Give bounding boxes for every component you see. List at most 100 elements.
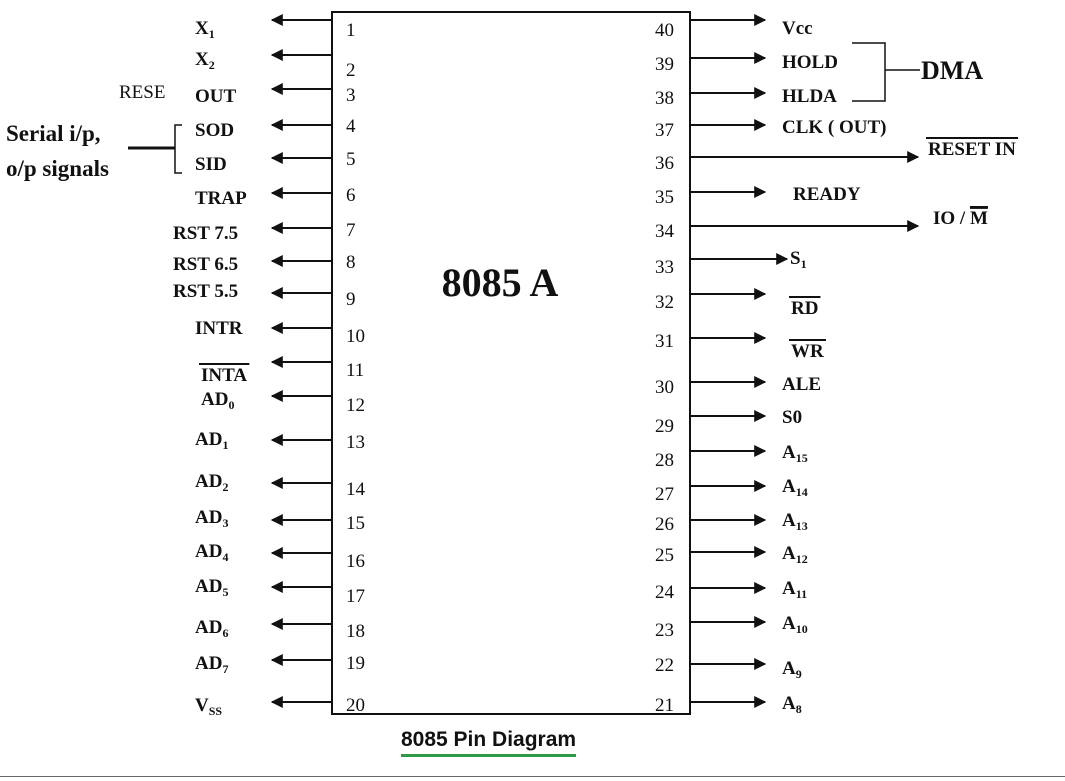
right-pin-24-label-main: A: [782, 578, 796, 599]
right-pin-27-label-main: A: [782, 476, 796, 497]
left-pin-2-label-main: X: [195, 49, 209, 70]
left-pin-15-label-subscript: 3: [222, 516, 228, 530]
left-pin-17-number: 17: [346, 586, 365, 607]
right-pin-36-label: RESET IN: [928, 139, 1016, 160]
right-pin-37-label: CLK ( OUT): [782, 117, 887, 138]
right-pin-25-label: A12: [782, 543, 808, 566]
left-pin-7-number: 7: [346, 220, 356, 241]
chip-label: 8085 A: [442, 260, 559, 305]
dma-bracket: [852, 42, 920, 102]
serial-group-label-line1: Serial i/p,: [6, 121, 101, 146]
left-pin-16-number: 16: [346, 551, 365, 572]
left-pin-20-number: 20: [346, 695, 365, 716]
serial-signals-bracket: [128, 124, 182, 174]
right-pin-30-label-main: ALE: [782, 374, 821, 395]
left-pin-12-label-main: AD: [201, 389, 228, 410]
right-pin-21-label: A8: [782, 693, 802, 716]
left-pin-9-number: 9: [346, 289, 356, 310]
left-pin-13-number: 13: [346, 432, 365, 453]
left-pin-16-label-main: AD: [195, 541, 222, 562]
right-pin-24-label: A11: [782, 578, 807, 601]
left-pin-18-label-main: AD: [195, 617, 222, 638]
left-pin-2-label-subscript: 2: [209, 58, 215, 72]
bottom-divider: [0, 776, 1065, 777]
right-pin-32-label-main: RD: [791, 298, 818, 319]
left-pin-11-label: INTA: [201, 365, 247, 386]
left-pin-15-label: AD3: [195, 507, 228, 530]
right-pin-36-number: 36: [655, 153, 674, 174]
chip-body: [331, 11, 691, 715]
left-pin-2-number: 2: [346, 60, 356, 81]
right-pin-22-label-main: A: [782, 658, 796, 679]
right-pin-25-label-subscript: 12: [796, 552, 808, 566]
right-pin-34-label-overlined: M: [970, 208, 988, 229]
right-pin-38-label: HLDA: [782, 86, 837, 107]
left-pin-1-number: 1: [346, 20, 356, 41]
right-pin-29-number: 29: [655, 416, 674, 437]
right-pin-33-number: 33: [655, 257, 674, 278]
right-pin-30-number: 30: [655, 377, 674, 398]
right-pin-25-number: 25: [655, 545, 674, 566]
right-pin-31-label-main: WR: [791, 341, 824, 362]
right-pin-group: 40 Vcc 39 HOLD 38 HLDA 37 CLK ( OUT) 36 RESET IN 3…: [655, 14, 1019, 716]
left-pin-5-label-main: SID: [195, 154, 227, 175]
left-pin-14-label: AD2: [195, 471, 228, 494]
left-pin-4-label: SOD: [195, 120, 234, 141]
dma-label: DMA: [921, 56, 983, 85]
right-pin-23-number: 23: [655, 620, 674, 641]
diagram-caption: 8085 Pin Diagram: [401, 728, 577, 757]
right-pin-21-number: 21: [655, 695, 674, 716]
left-pin-14-label-main: AD: [195, 471, 222, 492]
left-pin-10-number: 10: [346, 326, 365, 347]
right-pin-23-label-subscript: 10: [796, 622, 808, 636]
left-pin-10-label-main: INTR: [195, 318, 243, 339]
right-pin-28-label-main: A: [782, 442, 796, 463]
left-pin-4-number: 4: [346, 116, 356, 137]
right-pin-30-label: ALE: [782, 374, 821, 395]
right-pin-24-label-subscript: 11: [796, 587, 807, 601]
left-pin-15-number: 15: [346, 513, 365, 534]
left-pin-8-label-main: RST 6.5: [173, 254, 238, 275]
left-pin-12-label-subscript: 0: [228, 398, 234, 412]
right-pin-34-number: 34: [655, 221, 675, 242]
right-pin-33-label: S1: [790, 248, 807, 271]
left-pin-1-label-main: X: [195, 18, 209, 39]
left-pin-3-number: 3: [346, 85, 356, 106]
left-pin-4-label-main: SOD: [195, 120, 234, 141]
left-pin-6-label: TRAP: [195, 188, 247, 209]
right-pin-35-label: READY: [793, 184, 861, 205]
left-pin-3-label: OUT: [195, 86, 237, 107]
left-pin-16-label-subscript: 4: [222, 550, 228, 564]
right-pin-35-number: 35: [655, 187, 674, 208]
left-pin-13-label-subscript: 1: [222, 438, 228, 452]
right-pin-28-label: A15: [782, 442, 808, 465]
right-pin-23-label: A10: [782, 613, 808, 636]
right-pin-31-label: WR: [791, 341, 824, 362]
left-pin-18-number: 18: [346, 621, 365, 642]
right-pin-21-label-main: A: [782, 693, 796, 714]
left-pin-12-label: AD0: [201, 389, 234, 412]
left-pin-18-label-subscript: 6: [222, 626, 228, 640]
left-pin-15-label-main: AD: [195, 507, 222, 528]
right-pin-22-number: 22: [655, 655, 674, 676]
right-pin-31-number: 31: [655, 331, 674, 352]
left-pin-1-label-subscript: 1: [209, 27, 215, 41]
right-pin-33-label-main: S: [790, 248, 801, 269]
right-pin-32-number: 32: [655, 292, 674, 313]
right-pin-35-label-main: READY: [793, 184, 861, 205]
left-pin-19-number: 19: [346, 653, 365, 674]
right-pin-27-label: A14: [782, 476, 808, 499]
right-pin-28-label-subscript: 15: [796, 451, 808, 465]
left-pin-3-label-main: OUT: [195, 86, 237, 107]
left-pin-13-label: AD1: [195, 429, 228, 452]
left-pin-6-label-main: TRAP: [195, 188, 247, 209]
right-pin-39-number: 39: [655, 54, 674, 75]
right-pin-32-label: RD: [791, 298, 818, 319]
left-pin-17-label-main: AD: [195, 576, 222, 597]
right-pin-25-label-main: A: [782, 543, 796, 564]
right-pin-39-label-main: HOLD: [782, 52, 838, 73]
left-pin-8-label: RST 6.5: [173, 254, 238, 275]
right-pin-29-label-main: S0: [782, 407, 802, 428]
